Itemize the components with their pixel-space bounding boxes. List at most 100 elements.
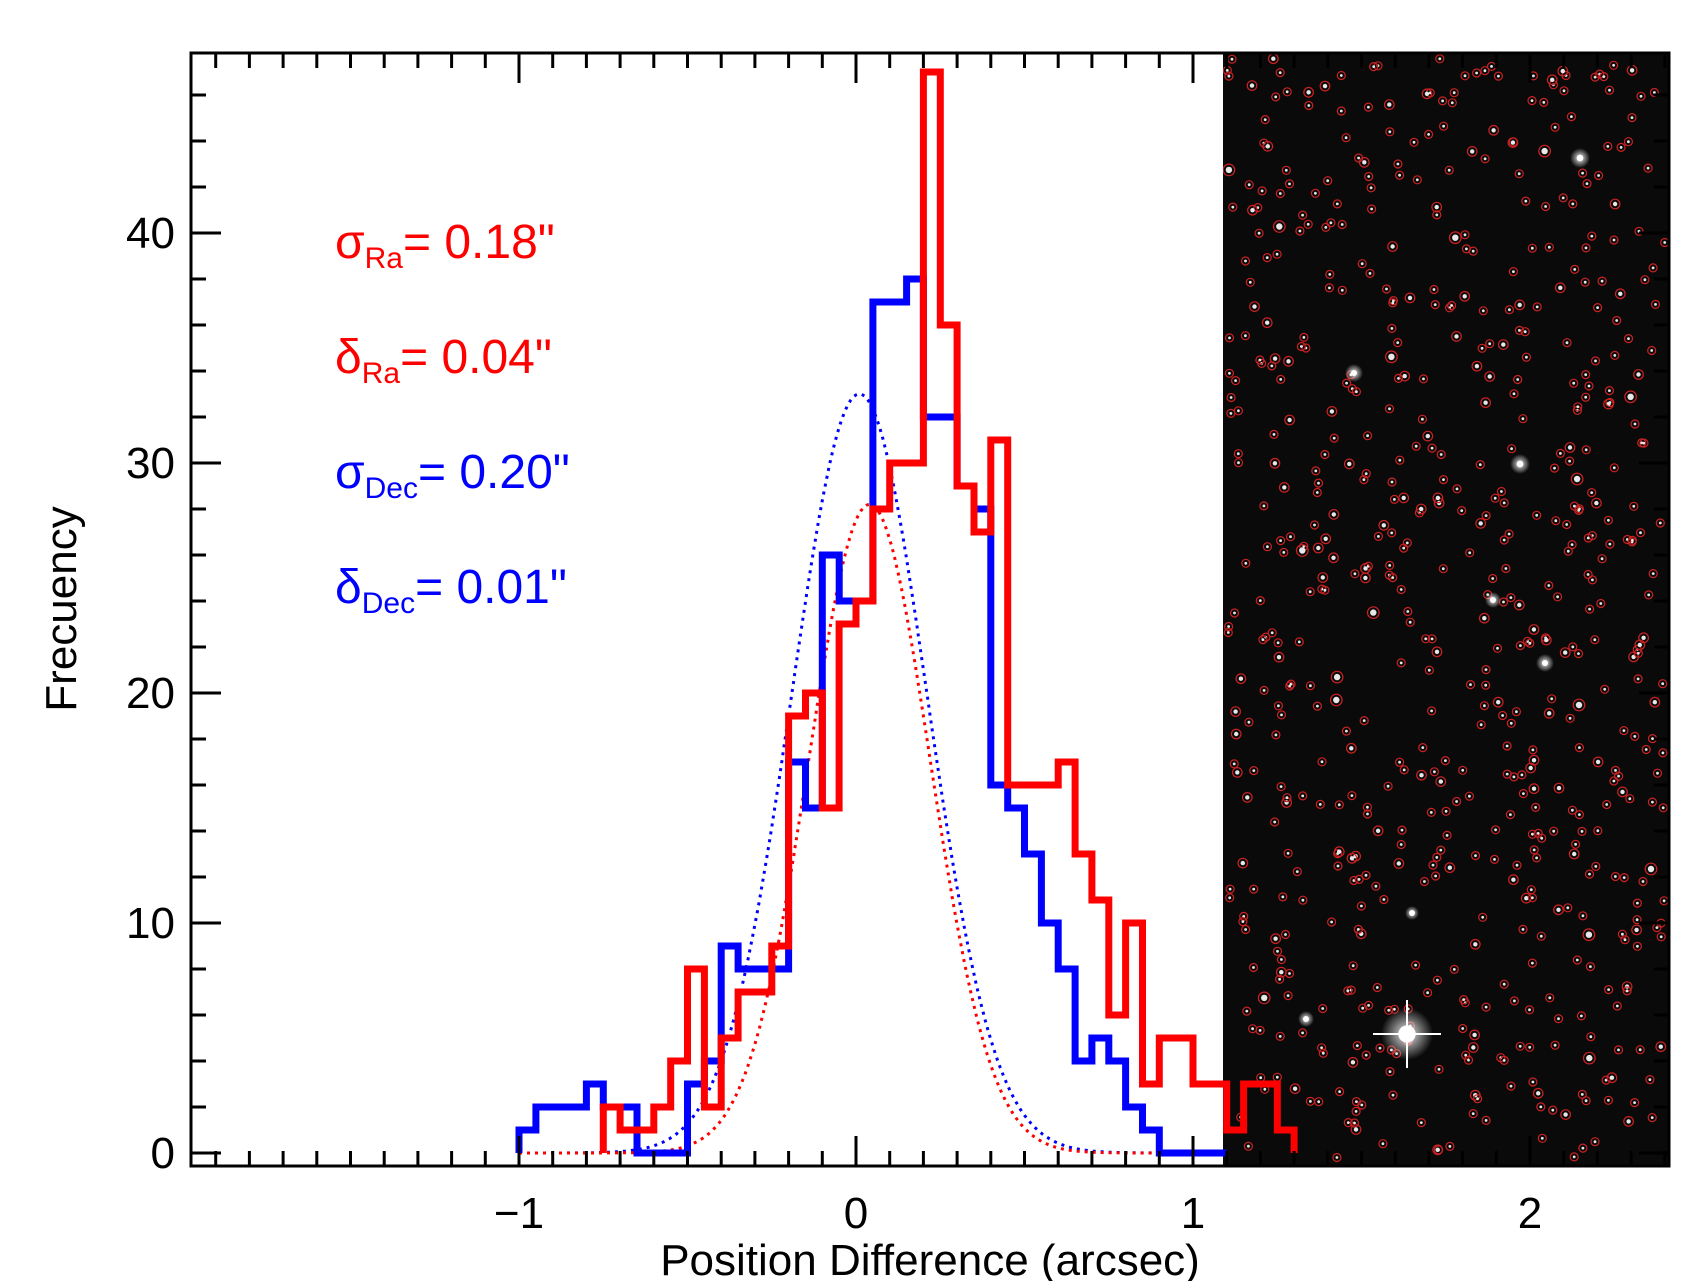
star-marker [1389,494,1400,504]
star-marker [1276,374,1286,384]
star [1523,330,1527,334]
star [1346,989,1350,993]
star-marker [1365,268,1375,278]
star-marker [1481,1115,1491,1126]
star [1536,832,1540,835]
star-marker [1296,341,1307,352]
star [1654,303,1657,306]
star-marker [1309,520,1320,530]
star [1528,641,1532,645]
star-marker [1497,710,1508,721]
star [1273,936,1278,941]
star-marker [1224,71,1234,81]
star [1399,843,1403,846]
star [1596,829,1600,833]
star-marker [1522,636,1533,646]
star [1241,920,1245,923]
star [1636,944,1639,948]
star [1661,682,1665,686]
star-marker [1479,701,1490,711]
star [1497,74,1500,78]
star-marker [1393,373,1404,383]
star [1340,223,1344,226]
star [1496,646,1499,650]
star [1484,683,1488,687]
star [1233,709,1238,714]
star [1531,961,1534,965]
bright-star-core [1576,154,1584,162]
star [1584,395,1588,399]
star-marker [1634,226,1644,236]
star-marker [1568,848,1580,860]
star [1491,128,1496,133]
star-marker [1631,924,1642,936]
star [1516,378,1520,381]
star-marker [1623,137,1634,147]
star [1244,928,1247,931]
star-marker [1478,306,1488,316]
star-marker [1550,122,1560,132]
star [1659,935,1663,939]
star [1345,729,1348,733]
star-marker [1513,599,1525,611]
star [1581,171,1584,175]
star [1252,887,1256,891]
star-marker [1317,572,1329,583]
star-marker [1233,449,1243,459]
star [1518,329,1521,332]
star-marker [1513,374,1523,385]
star [1612,238,1616,242]
star-marker [1304,100,1314,111]
star-marker [1223,621,1234,632]
star-marker [1405,617,1415,627]
star-marker [1633,674,1643,684]
star-marker [1637,438,1647,448]
star [1234,379,1237,382]
star-marker [1348,961,1358,971]
star-marker [1337,285,1347,295]
star-marker [1415,503,1427,515]
star [1563,650,1568,655]
star [1320,1046,1323,1050]
star [1316,545,1321,551]
star-marker [1301,343,1311,353]
star [1272,461,1278,466]
star-marker [1480,66,1490,76]
star-marker [1271,730,1281,740]
star-marker [1246,80,1258,91]
star [1233,611,1236,615]
star-marker [1537,833,1547,843]
star-marker [1582,179,1592,189]
star-marker [1257,991,1271,1005]
star-marker [1608,60,1619,70]
star-marker [1240,256,1251,266]
star [1542,101,1546,104]
y-tick-label: 30 [126,439,175,488]
star [1306,222,1310,226]
star-marker [1627,535,1638,545]
star-marker [1549,826,1559,836]
star-marker [1509,996,1520,1006]
star-marker [1645,1074,1655,1085]
star-marker [1521,352,1532,362]
star [1237,409,1240,413]
star [1346,1121,1350,1124]
star [1509,813,1512,816]
star [1622,729,1626,732]
star-marker [1385,127,1395,137]
star-marker [1319,80,1331,92]
star-marker [1436,449,1446,460]
star [1595,759,1601,765]
star [1364,873,1368,877]
star-marker [1570,839,1581,849]
star-marker [1658,803,1668,813]
star [1248,280,1252,284]
star-marker [1240,924,1251,935]
star [1284,168,1288,172]
star-marker [1323,176,1333,186]
star [1353,1121,1356,1125]
star-marker [1275,1031,1285,1042]
star [1320,575,1326,580]
star [1566,906,1570,910]
star-marker [1364,171,1374,182]
